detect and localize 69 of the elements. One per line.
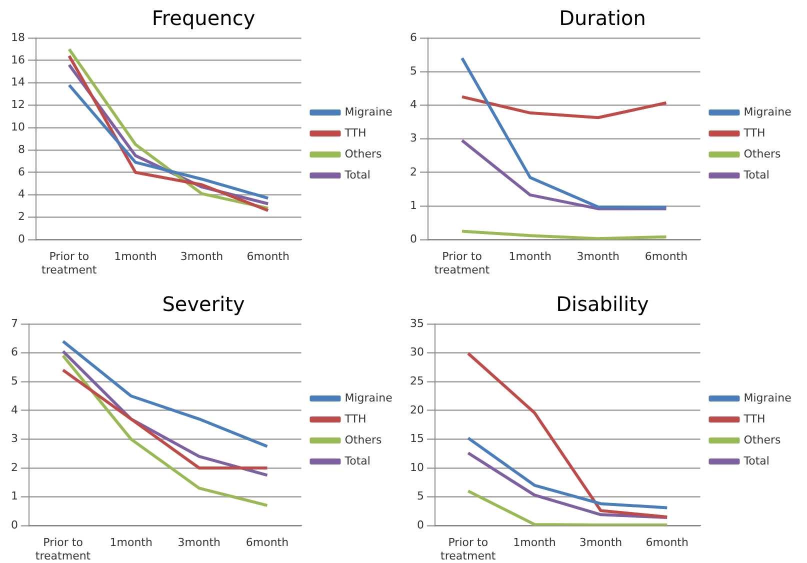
x-tick-label: 3month <box>576 250 620 264</box>
y-tick-label: 7 <box>11 316 18 330</box>
legend-label: Migraine <box>344 105 393 118</box>
chart-title: Duration <box>559 6 646 30</box>
legend-label: Migraine <box>344 391 393 404</box>
legend-label: Total <box>742 454 770 468</box>
y-tick-label: 1 <box>11 490 18 503</box>
y-tick-label: 20 <box>410 403 424 416</box>
y-tick-label: 10 <box>410 460 424 474</box>
y-tick-label: 4 <box>11 403 18 416</box>
x-tick-label: Prior to treatment <box>440 536 496 562</box>
legend-label: Others <box>344 147 382 160</box>
legend-label: Others <box>344 433 382 446</box>
legend-label: Others <box>744 433 781 446</box>
legend-label: Total <box>344 168 370 182</box>
y-tick-label: 5 <box>11 374 18 388</box>
chart-title: Severity <box>162 292 245 316</box>
y-tick-label: 15 <box>410 432 424 446</box>
y-tick-label: 8 <box>18 142 25 156</box>
y-tick-label: 14 <box>10 76 25 89</box>
y-tick-label: 30 <box>410 346 424 359</box>
chart-title: Frequency <box>152 6 256 30</box>
x-tick-label: 1month <box>110 536 152 550</box>
x-tick-label: 3month <box>178 536 221 550</box>
y-tick-label: 2 <box>410 165 417 178</box>
x-tick-label: Prior to treatment <box>35 536 92 562</box>
x-tick-label: 6month <box>644 250 688 264</box>
y-tick-label: 2 <box>11 460 18 474</box>
legend-label: Others <box>744 147 781 160</box>
x-tick-label: 1month <box>508 250 552 264</box>
y-tick-label: 12 <box>10 98 25 112</box>
y-tick-label: 5 <box>410 64 417 78</box>
y-tick-label: 4 <box>410 98 417 112</box>
x-tick-label: 6month <box>646 536 688 550</box>
x-tick-label: Prior to treatment <box>434 250 490 276</box>
y-tick-label: 0 <box>18 232 25 246</box>
y-tick-label: 6 <box>410 30 417 44</box>
legend-label: TTH <box>344 126 366 140</box>
x-tick-label: 6month <box>246 536 289 550</box>
y-tick-label: 16 <box>10 53 25 66</box>
y-tick-label: 6 <box>18 165 25 178</box>
legend-label: Migraine <box>744 105 792 118</box>
y-tick-label: 3 <box>410 132 417 145</box>
x-tick-label: Prior to treatment <box>42 250 98 276</box>
x-tick-label: 1month <box>114 250 157 264</box>
y-tick-label: 18 <box>10 30 25 44</box>
legend-label: TTH <box>742 412 766 426</box>
chart-title: Disability <box>556 292 649 316</box>
y-tick-label: 3 <box>11 432 18 446</box>
y-tick-label: 25 <box>410 374 424 388</box>
y-tick-label: 5 <box>416 490 424 503</box>
y-tick-label: 0 <box>11 518 18 532</box>
y-tick-label: 0 <box>416 518 424 532</box>
y-tick-label: 10 <box>10 120 25 134</box>
y-tick-label: 6 <box>11 346 18 359</box>
y-tick-label: 1 <box>410 198 417 212</box>
legend-label: TTH <box>344 412 366 426</box>
legend-label: Total <box>344 454 370 468</box>
legend-label: Total <box>742 168 770 182</box>
x-tick-label: 6month <box>246 250 290 264</box>
y-tick-label: 0 <box>410 232 417 246</box>
x-tick-label: 1month <box>513 536 556 550</box>
y-tick-label: 2 <box>18 210 25 224</box>
y-tick-label: 4 <box>18 188 25 201</box>
legend-label: Migraine <box>744 391 792 404</box>
x-tick-label: 3month <box>180 250 224 264</box>
legend-label: TTH <box>742 126 766 140</box>
x-tick-label: 3month <box>579 536 622 550</box>
y-tick-label: 35 <box>410 316 424 330</box>
